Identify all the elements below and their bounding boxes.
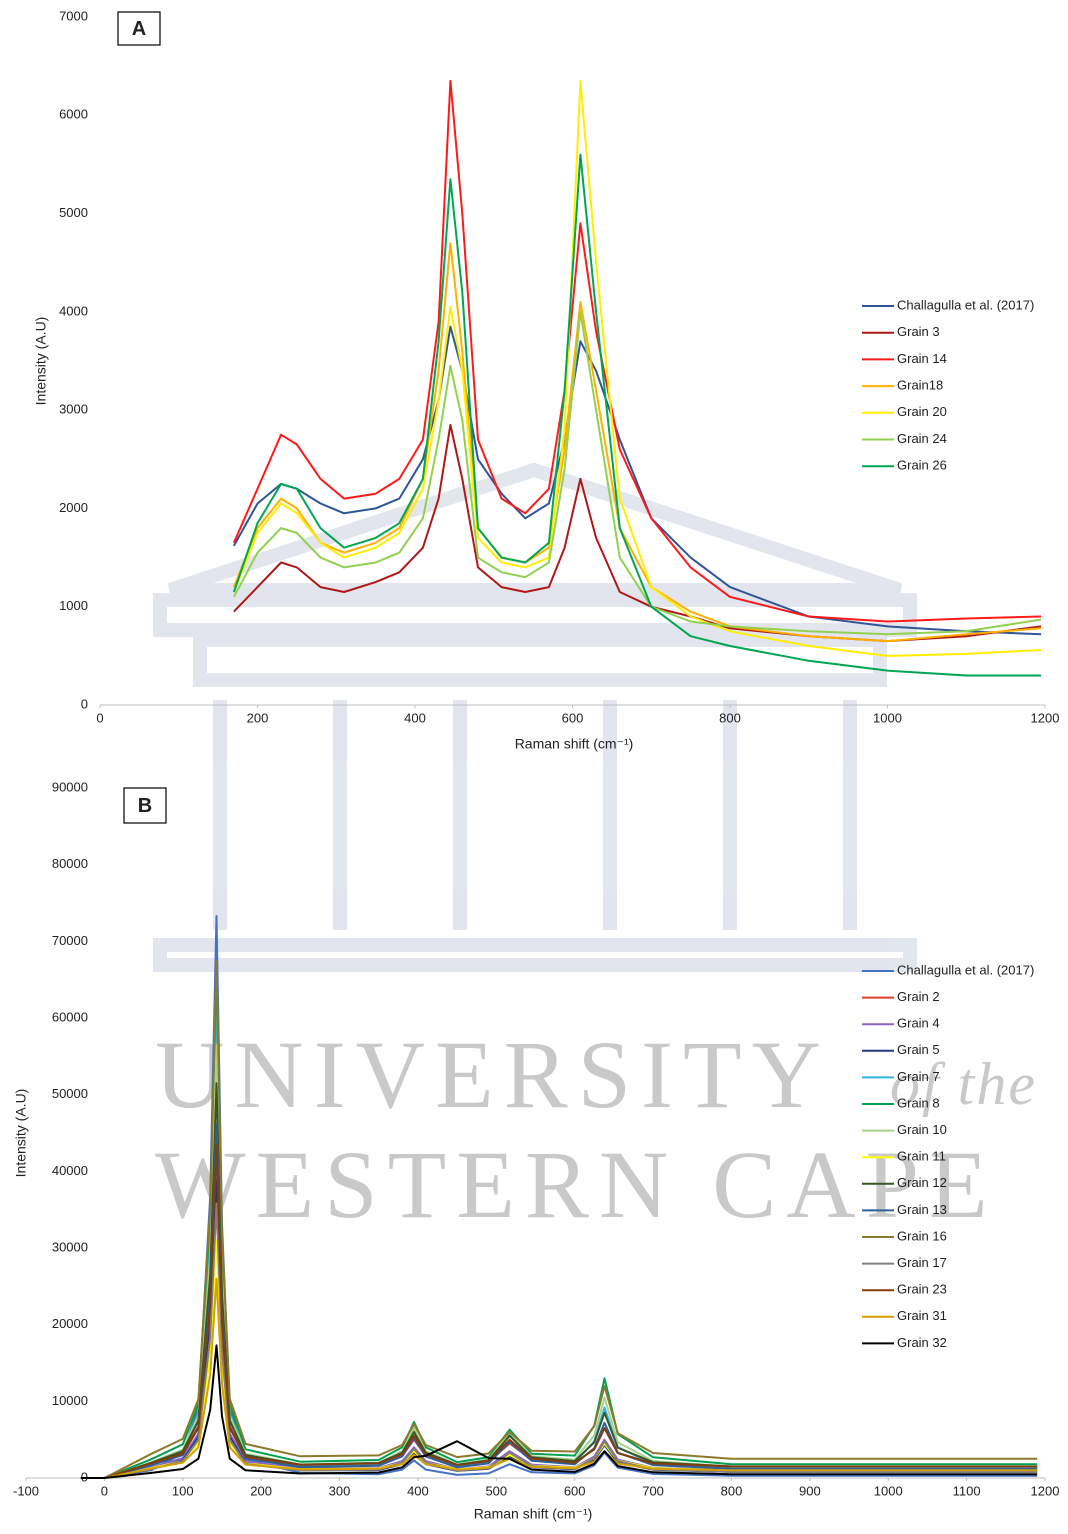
legend-label: Grain 16 [897,1228,947,1243]
x-tick-label: 800 [719,710,741,725]
series-line [80,1202,1038,1479]
y-tick-label: 0 [81,696,88,711]
y-tick-label: 20000 [52,1316,88,1331]
watermark-text: WESTERN CAPE [155,1131,998,1238]
watermark-text: UNIVERSITY [155,1021,831,1128]
x-axis-title: Raman shift (cm⁻¹) [474,1506,593,1522]
y-tick-label: 10000 [52,1393,88,1408]
legend-label: Grain 8 [897,1095,940,1110]
y-tick-label: 5000 [59,205,88,220]
legend-label: Grain 10 [897,1122,947,1137]
series-line [80,1344,1038,1479]
y-tick-label: 7000 [59,8,88,23]
y-tick-label: 1000 [59,598,88,613]
series-line [232,153,1042,677]
x-tick-label: 1000 [873,710,902,725]
y-tick-label: 80000 [52,856,88,871]
series-line [232,79,1042,657]
legend-label: Challagulla et al. (2017) [897,297,1034,312]
x-tick-label: 600 [562,710,584,725]
y-tick-label: 30000 [52,1239,88,1254]
x-tick-label: 200 [247,710,269,725]
y-tick-label: 40000 [52,1163,88,1178]
x-tick-label: 600 [564,1483,586,1498]
x-tick-label: 200 [250,1483,272,1498]
legend-label: Grain 3 [897,324,940,339]
panel-label-box [123,787,167,824]
legend-label: Grain 31 [897,1308,947,1323]
x-tick-label: 800 [721,1483,743,1498]
x-axis-title: Raman shift (cm⁻¹) [515,736,634,752]
series-line [80,1082,1038,1479]
x-tick-label: 300 [329,1483,351,1498]
panel-label-box [117,11,161,46]
legend-label: Grain 5 [897,1042,940,1057]
panel-label: B [138,795,152,817]
x-tick-label: 1200 [1031,710,1060,725]
x-tick-label: 1000 [874,1483,903,1498]
x-tick-label: 0 [96,710,103,725]
series-line [233,325,1042,636]
y-tick-label: 50000 [52,1086,88,1101]
y-tick-label: 6000 [59,107,88,122]
legend-label: Grain 23 [897,1282,947,1297]
x-tick-label: 100 [172,1483,194,1498]
x-tick-label: 900 [799,1483,821,1498]
legend-label: Grain 24 [897,431,947,446]
y-tick-label: 90000 [52,779,88,794]
series-line [80,1277,1038,1479]
legend-label: Grain 4 [897,1016,940,1031]
x-tick-label: -100 [13,1483,39,1498]
series-line [80,959,1038,1479]
x-tick-label: 1100 [953,1483,981,1498]
x-tick-label: 0 [101,1483,108,1498]
legend-label: Grain 7 [897,1069,940,1084]
series-line [233,310,1042,636]
legend-label: Grain 14 [897,351,947,366]
x-tick-label: 400 [404,710,426,725]
legend-label: Grain 2 [897,989,940,1004]
x-tick-label: 500 [485,1483,507,1498]
x-tick-label: 700 [642,1483,664,1498]
legend-label: Grain18 [897,378,943,393]
y-axis-title: Intensity (A.U) [13,1089,29,1178]
y-tick-label: 3000 [59,402,88,417]
legend-label: Grain 20 [897,404,947,419]
y-tick-label: 0 [81,1469,88,1484]
panel-label: A [132,18,146,40]
y-tick-label: 70000 [52,933,88,948]
legend-label: Grain 12 [897,1175,947,1190]
x-tick-label: 1200 [1031,1483,1060,1498]
watermark-logo [153,462,917,972]
series-line [232,79,1042,623]
y-tick-label: 60000 [52,1009,88,1024]
watermark-text: of the [890,1051,1037,1117]
legend-label: Grain 32 [897,1335,947,1350]
y-axis-title: Intensity (A.U) [33,317,49,406]
x-tick-label: 400 [407,1483,429,1498]
legend-label: Grain 13 [897,1202,947,1217]
legend-label: Grain 26 [897,458,947,473]
y-tick-label: 2000 [59,500,88,515]
y-tick-label: 4000 [59,303,88,318]
legend-label: Grain 11 [897,1149,946,1164]
legend-label: Grain 17 [897,1255,947,1270]
series-line [80,1143,1038,1479]
legend-label: Challagulla et al. (2017) [897,962,1034,977]
